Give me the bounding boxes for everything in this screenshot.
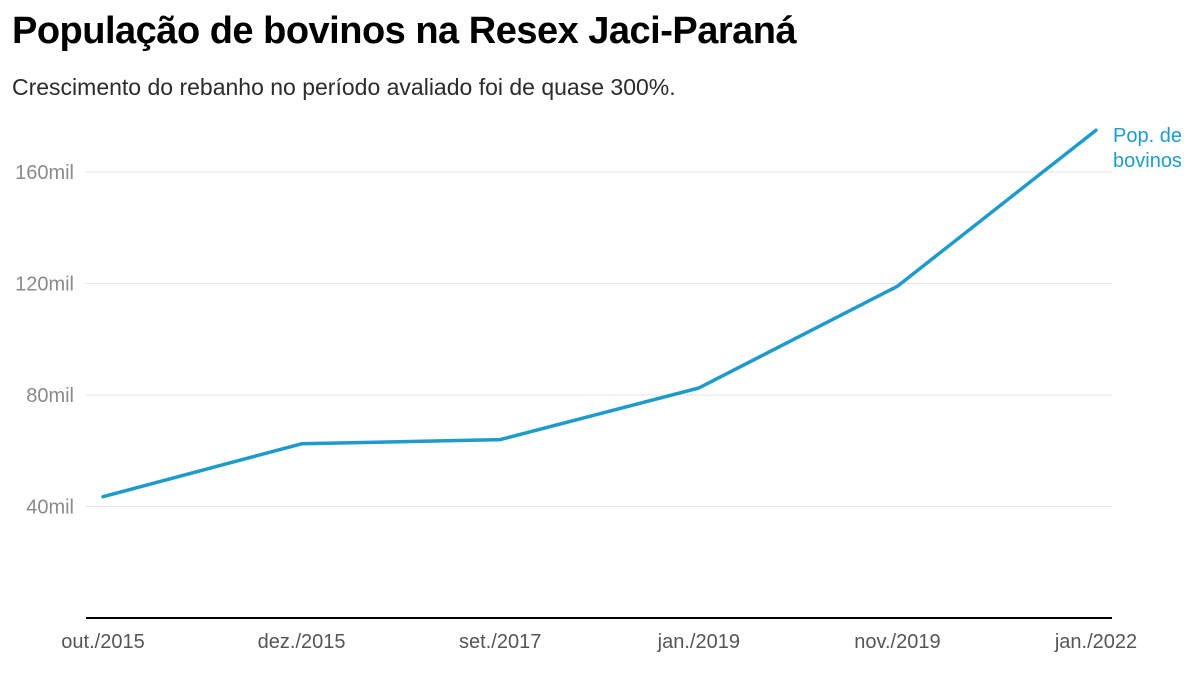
x-tick-label: dez./2015 <box>258 631 346 653</box>
y-tick-label: 80mil <box>26 385 74 407</box>
series-label: Pop. de bovinos <box>1113 125 1182 172</box>
y-tick-label: 40mil <box>26 497 74 519</box>
x-tick-label: set./2017 <box>459 631 541 653</box>
y-tick-label: 120mil <box>15 274 74 296</box>
x-tick-label: nov./2019 <box>854 631 940 653</box>
gridlines <box>86 171 1112 507</box>
x-tick-label: jan./2022 <box>1054 631 1137 653</box>
series-labels: Pop. de bovinos <box>1113 125 1182 172</box>
x-tick-label: out./2015 <box>61 631 144 653</box>
y-axis-ticks: 40mil 80mil 120mil 160mil <box>15 162 74 519</box>
series <box>101 128 1098 499</box>
chart-title: População de bovinos na Resex Jaci-Paran… <box>12 10 797 52</box>
x-tick-label: jan./2019 <box>657 631 740 653</box>
x-axis-ticks: out./2015 dez./2015 set./2017 jan./2019 nov.… <box>61 631 1137 653</box>
chart-subtitle: Crescimento do rebanho no período avalia… <box>12 74 676 100</box>
y-tick-label: 160mil <box>15 162 74 184</box>
series-line <box>101 128 1098 499</box>
